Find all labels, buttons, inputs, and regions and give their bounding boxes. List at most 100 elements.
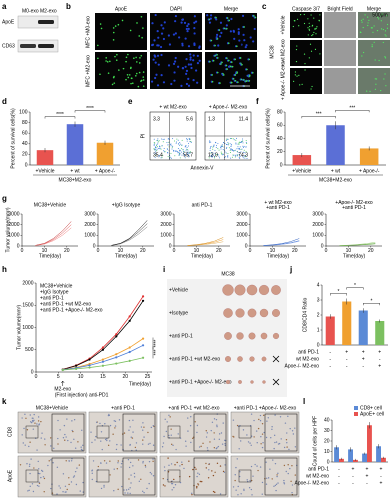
apoe-signal [141,36,143,39]
caspase-signal [384,34,386,36]
nucleus [178,36,181,39]
event [166,148,168,150]
apoe-signal [125,60,127,63]
caspase-signal [380,20,382,22]
stained-cell [213,446,216,449]
apoe-signal [140,54,143,57]
y-tick-label: 0 [25,162,28,168]
blot-band [38,44,54,48]
event [214,152,216,154]
stained-cell [196,424,199,427]
apoe-signal [223,74,225,76]
x-tick-label: 0 [35,374,38,380]
stained-cell [109,440,111,442]
point [141,356,145,359]
apoe-signal [142,71,145,73]
stained-cell [237,485,239,488]
stained-cell [260,436,262,438]
point [101,364,105,367]
stained-cell [173,478,175,481]
stained-cell [233,436,235,438]
event [179,150,181,152]
apoe-signal [210,39,213,42]
stained-cell [38,424,40,426]
apoe-signal [138,35,141,37]
stained-cell [277,482,279,484]
nucleus [174,56,177,60]
x-tick-label: 20 [64,248,70,254]
stained-cell [195,468,197,470]
event [154,146,156,148]
stained-cell [70,441,72,444]
event [246,142,248,144]
stained-cell [129,492,131,495]
stained-cell [261,423,264,425]
legend-swatch [354,406,358,410]
if-column-label: Merge [224,6,238,12]
y-tick-label: 3000 [8,211,19,217]
stained-cell [112,433,114,435]
stained-cell [251,479,253,482]
event [179,141,181,143]
stained-cell [24,413,26,416]
panel-letter: c [262,2,267,11]
stained-cell [212,490,215,493]
caspase-signal [294,71,297,73]
caspase-image [358,12,390,38]
stained-cell [26,429,29,431]
point [61,368,64,372]
nucleus [154,55,157,58]
stained-cell [116,443,118,446]
stained-cell [57,437,59,440]
y-tick-label: 60 [22,131,28,137]
stained-cell [130,436,132,438]
caspase-signal [374,78,376,80]
photo-title: MC38 [221,271,235,277]
y-tick-label: 1000 [312,233,323,239]
stained-cell [185,445,187,447]
stained-cell [206,447,209,449]
stained-cell [168,464,170,467]
event [174,155,176,157]
caspase-signal [307,34,309,36]
quadrant-value: 55.7 [183,152,193,158]
nucleus [245,44,248,47]
stained-cell [164,418,166,420]
ihc-roi [238,469,252,483]
caspase-signal [380,15,382,17]
stained-cell [132,431,134,433]
event [239,157,241,159]
event [239,147,241,149]
point [141,299,145,302]
ihc-column-label: +anti PD-1 +wt M2-exo [168,405,219,411]
nucleus [187,77,190,80]
row-sign: - [338,480,340,486]
point [128,350,131,354]
event [188,152,190,154]
stained-cell [30,458,32,460]
photo-row-label: +anti PD-1 [169,333,193,339]
event [185,150,187,152]
caspase-signal [318,20,320,22]
stained-cell [261,433,264,435]
event [179,153,181,155]
stained-cell [35,437,37,439]
nucleus [185,82,189,86]
significance-label: *** [153,349,159,355]
nucleus [156,84,160,87]
event [187,152,189,154]
event [244,156,246,158]
tumor [262,380,266,384]
stained-cell [62,437,65,439]
significance-label: * [371,299,373,305]
caspase-signal [361,55,363,57]
stained-cell [283,479,285,482]
nucleus [189,63,193,66]
stained-cell [62,491,64,493]
ihc-roi [96,425,110,439]
y-tick-label: 2000 [312,222,323,228]
row-sign: - [346,363,348,369]
quadrant-value: 5.6 [186,116,193,122]
nucleus [243,39,246,42]
row-sign: + [380,480,383,486]
